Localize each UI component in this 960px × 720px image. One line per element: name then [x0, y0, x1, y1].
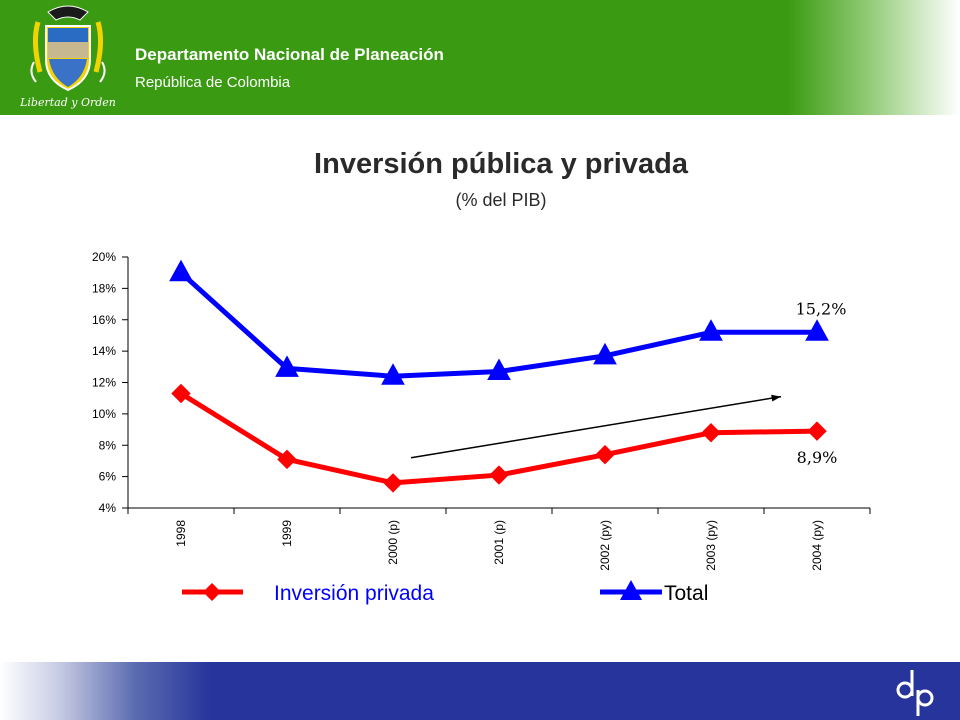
legend-marker-diamond	[203, 583, 221, 601]
y-tick-label: 4%	[99, 501, 117, 515]
data-point-diamond	[277, 449, 297, 470]
trend-arrow-line	[410, 395, 782, 459]
x-tick-label: 2002 (py)	[598, 520, 612, 571]
data-point-triangle	[593, 342, 617, 365]
coat-of-arms-logo: Libertad y Orden	[18, 2, 118, 112]
footer-bar	[0, 662, 960, 720]
x-tick-label: 2003 (py)	[704, 520, 718, 571]
y-tick-label: 8%	[99, 438, 117, 452]
y-tick-label: 6%	[99, 470, 117, 484]
legend-label-total: Total	[664, 582, 708, 605]
slide-title: Inversión pública y privada	[314, 148, 688, 180]
y-tick-label: 20%	[92, 250, 116, 264]
header-banner: Libertad y Orden Departamento Nacional d…	[0, 0, 960, 115]
x-tick-label: 2001 (p)	[492, 520, 506, 565]
data-point-diamond	[489, 465, 509, 485]
x-tick-label: 2004 (py)	[810, 520, 824, 571]
dnp-logo-icon	[896, 670, 934, 716]
legend-marker-triangle	[620, 580, 642, 600]
x-tick-label: 2000 (p)	[386, 520, 400, 565]
data-point-triangle	[275, 355, 299, 377]
data-point-triangle	[699, 319, 723, 341]
logo-caption: Libertad y Orden	[20, 96, 116, 109]
organization-subtitle: República de Colombia	[135, 74, 291, 91]
data-point-diamond	[383, 473, 403, 493]
data-point-triangle	[487, 358, 511, 381]
x-tick-label: 1999	[280, 520, 294, 547]
legend-label-private: Inversión privada	[274, 582, 434, 605]
y-tick-label: 14%	[92, 344, 116, 358]
slide-subtitle: (% del PIB)	[455, 190, 547, 210]
data-point-diamond	[701, 422, 721, 443]
organization-name: Departamento Nacional de Planeación	[135, 45, 444, 64]
y-tick-label: 18%	[92, 281, 116, 295]
annotation-total-value: 15,2%	[796, 299, 847, 318]
trend-arrow-head	[771, 394, 781, 402]
data-point-triangle	[169, 259, 193, 282]
data-point-diamond	[807, 421, 827, 441]
y-tick-label: 16%	[92, 313, 116, 327]
data-point-diamond	[595, 444, 615, 465]
y-tick-label: 12%	[92, 376, 116, 390]
x-tick-label: 1998	[174, 520, 188, 547]
y-tick-label: 10%	[92, 407, 116, 421]
data-point-diamond	[171, 383, 191, 404]
data-point-triangle	[805, 319, 829, 341]
data-point-triangle	[381, 363, 405, 385]
annotation-private-value: 8,9%	[797, 448, 838, 467]
